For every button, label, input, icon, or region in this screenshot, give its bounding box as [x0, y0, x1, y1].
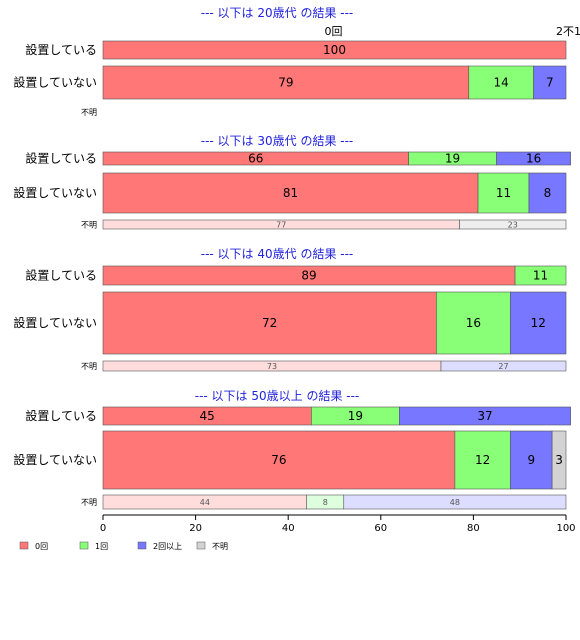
data-label: 76: [271, 453, 286, 467]
x-tick-label: 40: [282, 523, 295, 534]
top-label: 0回: [325, 25, 343, 38]
data-label: 72: [262, 316, 277, 330]
legend-swatch: [79, 541, 89, 550]
legend-swatch: [19, 541, 29, 550]
row-label: 不明: [81, 108, 97, 117]
bar-segment: [102, 172, 479, 214]
row-label: 設置している: [25, 151, 97, 166]
data-label: 100: [323, 43, 346, 57]
bar-segment: [528, 172, 567, 214]
data-label: 81: [283, 186, 298, 200]
x-tick-label: 80: [467, 523, 480, 534]
data-label: 12: [531, 316, 546, 330]
bar-segment: [343, 494, 567, 510]
bar-segment: [459, 219, 567, 230]
top-label: 2不1回明: [556, 25, 580, 38]
group-title: --- 以下は 40歳代 の結果 ---: [201, 247, 354, 261]
data-label: 11: [533, 269, 548, 283]
group-title: --- 以下は 50歳以上 の結果 ---: [195, 389, 360, 403]
row-label: 設置していない: [13, 75, 97, 90]
data-label: 8: [544, 186, 552, 200]
bar-segment: [496, 151, 571, 166]
bar-segment: [454, 430, 511, 490]
row-label: 不明: [81, 221, 97, 230]
data-label: 16: [466, 316, 481, 330]
data-label: 9: [527, 453, 535, 467]
row-label: 不明: [81, 498, 97, 507]
data-label: 16: [526, 152, 541, 166]
row-label: 設置している: [25, 42, 97, 57]
data-label: 89: [301, 269, 316, 283]
bar-segment: [102, 65, 470, 100]
data-label: 73: [267, 362, 277, 371]
bar-segment: [533, 65, 567, 100]
data-label: 7: [546, 76, 554, 90]
legend-label: 1回: [95, 542, 108, 551]
data-label: 45: [200, 409, 215, 423]
group-title: --- 以下は 30歳代 の結果 ---: [201, 134, 354, 148]
bar-segment: [551, 430, 567, 490]
data-label: 3: [555, 453, 563, 467]
bar-segment: [468, 65, 534, 100]
data-label: 37: [477, 409, 492, 423]
data-label: 11: [496, 186, 511, 200]
data-label: 77: [276, 221, 286, 230]
legend-label: 0回: [35, 542, 48, 551]
bar-segment: [102, 291, 437, 355]
row-label: 設置していない: [13, 185, 97, 200]
data-label: 66: [248, 152, 263, 166]
data-label: 44: [200, 498, 210, 507]
data-label: 27: [498, 362, 508, 371]
data-label: 79: [278, 76, 293, 90]
bar-segment: [399, 406, 571, 426]
bar-segment: [102, 430, 456, 490]
data-label: 19: [348, 409, 363, 423]
legend-swatch: [196, 541, 206, 550]
data-label: 48: [450, 498, 460, 507]
group-title: --- 以下は 20歳代 の結果 ---: [201, 6, 354, 20]
x-tick-label: 0: [100, 523, 106, 534]
bar-segment: [510, 291, 567, 355]
data-label: 14: [494, 76, 509, 90]
x-tick-label: 60: [374, 523, 387, 534]
bar-segment: [514, 265, 567, 286]
bar-segment: [477, 172, 530, 214]
legend-label: 2回以上: [153, 542, 182, 551]
bar-segment: [440, 360, 567, 372]
row-label: 設置している: [25, 408, 97, 423]
legend-label: 不明: [212, 542, 228, 551]
bar-segment: [102, 40, 567, 60]
row-label: 設置していない: [13, 452, 97, 467]
data-label: 23: [508, 221, 518, 230]
legend-swatch: [137, 541, 147, 550]
data-label: 19: [445, 152, 460, 166]
data-label: 12: [475, 453, 490, 467]
row-label: 設置している: [25, 268, 97, 283]
row-label: 不明: [81, 362, 97, 371]
bar-segment: [436, 291, 511, 355]
x-tick-label: 20: [189, 523, 202, 534]
bar-segment: [510, 430, 553, 490]
data-label: 8: [323, 498, 328, 507]
x-tick-label: 100: [556, 523, 575, 534]
row-label: 設置していない: [13, 315, 97, 330]
